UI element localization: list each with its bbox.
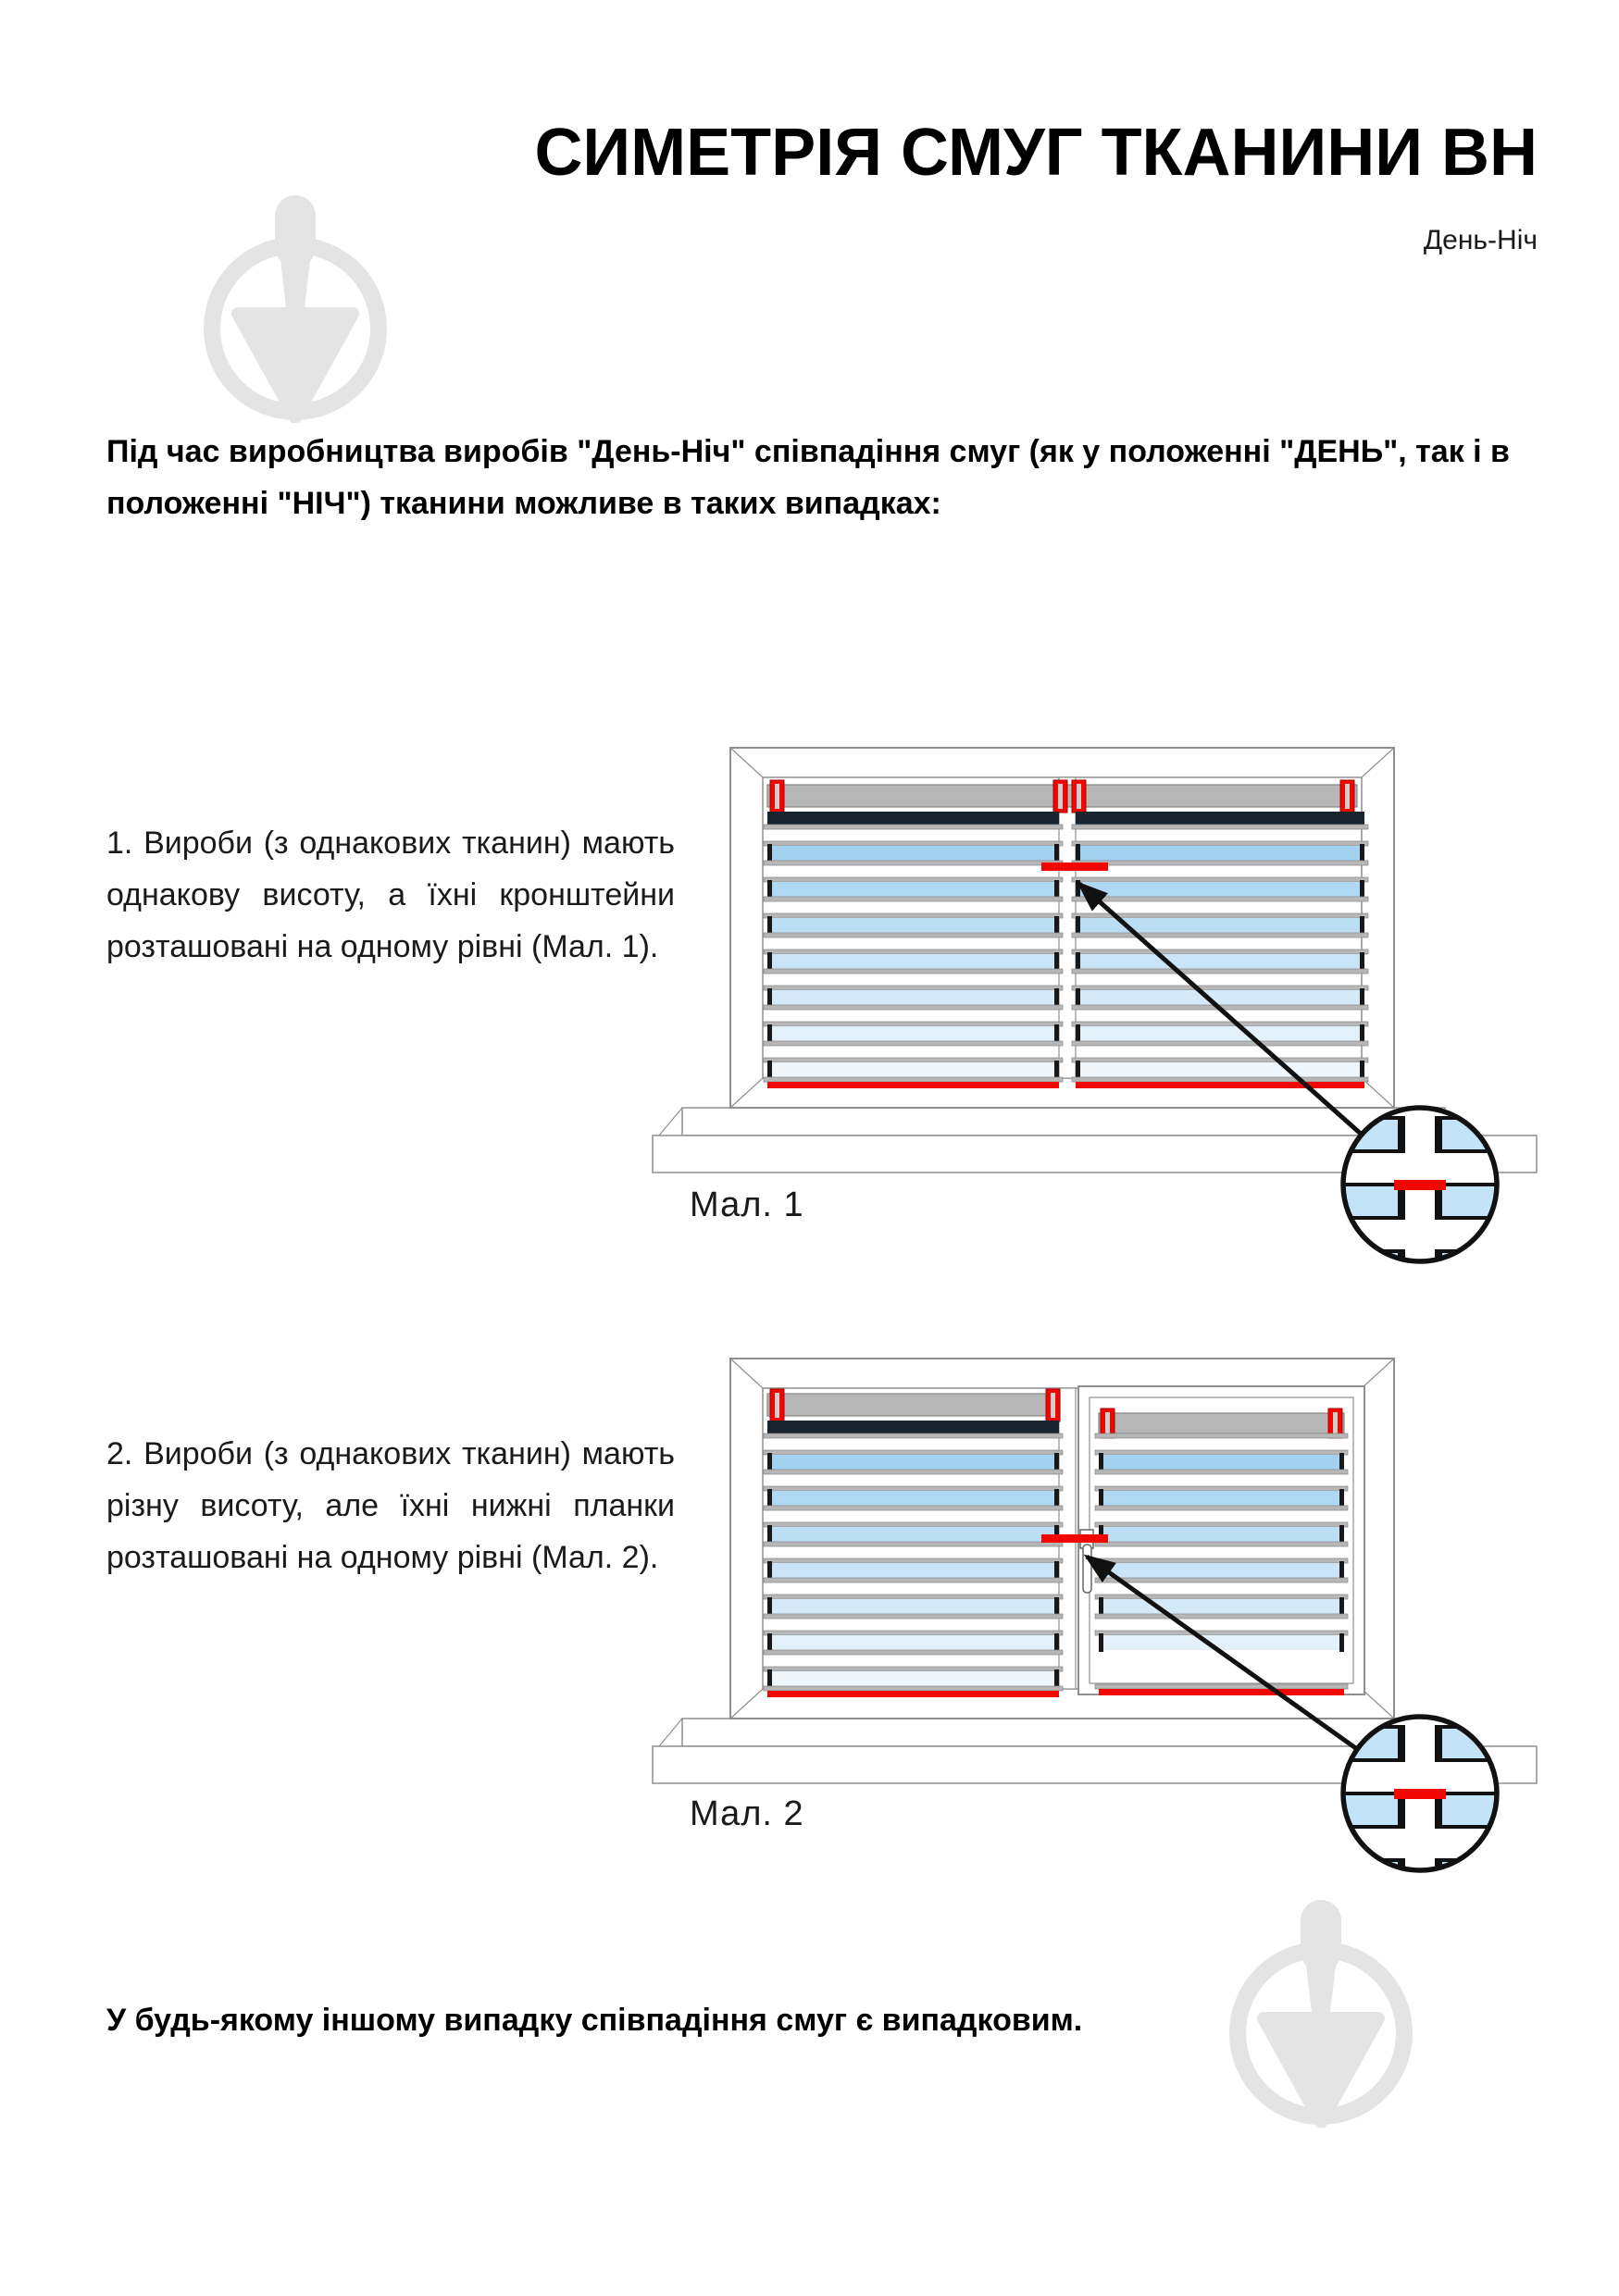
trowel-in-circle-logo-icon bbox=[204, 195, 387, 423]
mount-bracket-icon bbox=[1071, 779, 1087, 813]
pointer-arrow-icon bbox=[1077, 881, 1364, 1136]
window-mullion bbox=[1058, 776, 1077, 1079]
window-sill-ledge bbox=[681, 1107, 1446, 1136]
blind-panel-left bbox=[763, 1421, 1064, 1697]
blinds-assembly bbox=[763, 779, 1369, 1088]
intro-paragraph: Під час виробництва виробів "День-Ніч" с… bbox=[106, 434, 1510, 522]
page-subtitle: День-Ніч bbox=[1423, 225, 1538, 255]
figure-1-caption: Мал. 1 bbox=[690, 1185, 804, 1224]
mount-bracket-icon bbox=[1339, 779, 1355, 813]
pointer-arrow-icon bbox=[1083, 1554, 1359, 1752]
blind-panel-right bbox=[1094, 1433, 1349, 1695]
mount-bracket-icon bbox=[1100, 1408, 1115, 1439]
blind-panel-right bbox=[1071, 812, 1369, 1088]
page-title: СИМЕТРІЯ СМУГ ТКАНИНИ ВН bbox=[534, 116, 1538, 190]
blind-panel-left bbox=[763, 812, 1064, 1088]
mount-bracket-icon bbox=[1045, 1388, 1061, 1422]
blinds-assembly bbox=[763, 1388, 1349, 1697]
mount-bracket-icon bbox=[1052, 779, 1068, 813]
stripe-match-mark bbox=[1041, 1534, 1108, 1543]
footer-note: У будь-якому іншому випадку співпадіння … bbox=[106, 2003, 1083, 2038]
zoom-detail-circle bbox=[1344, 1718, 1496, 1869]
figure-1-window-diagram bbox=[652, 747, 1538, 1264]
stripe-match-mark bbox=[1041, 863, 1108, 871]
mount-bracket-icon bbox=[769, 1388, 785, 1422]
trowel-in-circle-logo-icon bbox=[1229, 1900, 1413, 2128]
mount-bracket-icon bbox=[769, 779, 785, 813]
figure-2-window-diagram bbox=[652, 1358, 1538, 1873]
list-item-2: 2. Вироби (з однакових тканин) мають різ… bbox=[106, 1436, 675, 1575]
list-item-1: 1. Вироби (з однакових тканин) мають одн… bbox=[106, 825, 675, 964]
figure-2-caption: Мал. 2 bbox=[690, 1794, 804, 1833]
